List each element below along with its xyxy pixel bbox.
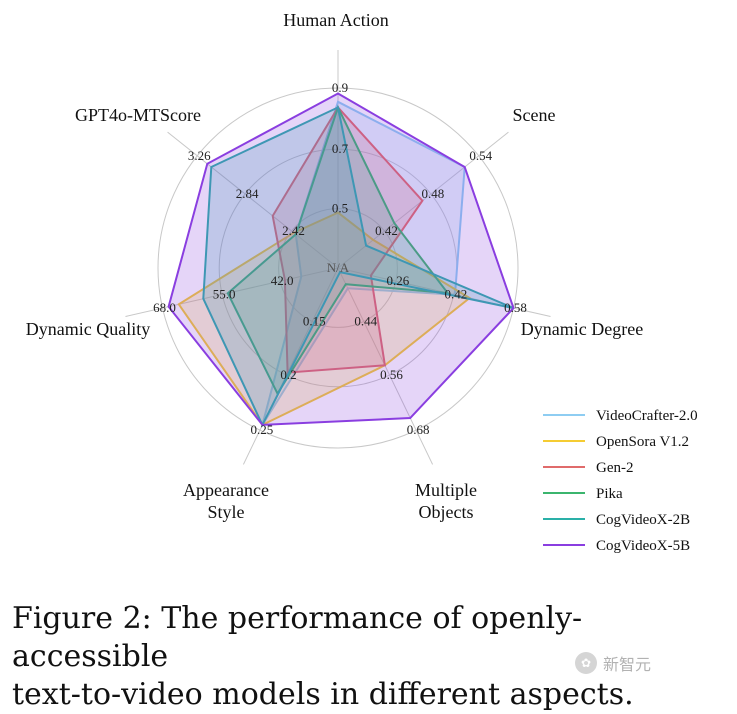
radar-chart: 0.5 0.7 0.9 0.42 0.48 0.54 0.26 0.42 0.58 0.44 0.5…: [26, 10, 698, 554]
tick-label: 2.42: [282, 223, 305, 238]
series-cogvideox-5b: [167, 92, 515, 426]
tick-label: 55.0: [213, 286, 236, 301]
axis-label: Appearance: [183, 480, 269, 500]
tick-label: 0.58: [504, 300, 527, 315]
axis-label: GPT4o-MTScore: [75, 105, 201, 125]
caption-line-2: text-to-video models in different aspect…: [12, 677, 634, 712]
axis-label: Objects: [419, 502, 474, 522]
legend-item: VideoCrafter-2.0: [596, 408, 698, 424]
watermark-text: 新智元: [603, 655, 652, 674]
tick-label: 0.44: [354, 314, 377, 329]
legend-item: CogVideoX-5B: [596, 538, 690, 554]
tick-label: 0.15: [303, 314, 326, 329]
axis-label: Human Action: [283, 10, 389, 30]
series-cogvideox-2b: [202, 105, 514, 428]
tick-label: 0.7: [332, 141, 349, 156]
tick-label: 0.68: [407, 422, 430, 437]
axis-label: Scene: [513, 105, 556, 125]
spoke-6: [167, 131, 339, 269]
axis-label: Dynamic Degree: [521, 319, 643, 339]
wechat-icon: ✿: [575, 652, 597, 674]
tick-label: 0.42: [444, 286, 467, 301]
legend-item: OpenSora V1.2: [596, 434, 689, 450]
series-pika: [226, 104, 450, 396]
spoke-4: [242, 267, 339, 465]
radar-tick-labels: 0.5 0.7 0.9 0.42 0.48 0.54 0.26 0.42 0.58 0.44 0.5…: [153, 80, 527, 437]
tick-label: 0.42: [375, 223, 398, 238]
axis-label: Dynamic Quality: [26, 319, 150, 339]
series-gen-2: [271, 105, 424, 374]
tick-label: 0.48: [422, 186, 445, 201]
tick-label: 0.2: [280, 367, 296, 382]
axis-label: Multiple: [415, 480, 477, 500]
legend-item: Gen-2: [596, 460, 634, 476]
radar-axis-labels: Human Action Scene Dynamic Degree MultipleO…: [26, 10, 643, 522]
center-label: N/A: [327, 260, 350, 275]
tick-label: 0.54: [469, 148, 492, 163]
legend-item: Pika: [596, 486, 623, 502]
tick-label: 2.84: [236, 186, 259, 201]
tick-label: 3.26: [188, 148, 211, 163]
tick-label: 0.25: [251, 422, 274, 437]
tick-label: 0.9: [332, 80, 348, 95]
axis-label: Style: [207, 502, 244, 522]
tick-label: 68.0: [153, 300, 176, 315]
caption-line-1: Figure 2: The performance of openly-acce…: [12, 601, 583, 674]
tick-label: 0.26: [387, 273, 410, 288]
tick-label: 42.0: [271, 273, 294, 288]
tick-label: 0.56: [380, 367, 403, 382]
tick-label: 0.5: [332, 201, 348, 216]
legend-item: CogVideoX-2B: [596, 512, 690, 528]
radar-series-polygons: [167, 92, 515, 428]
chart-legend: VideoCrafter-2.0 OpenSora V1.2 Gen-2 Pika Co…: [543, 408, 698, 554]
watermark: ✿ 新智元: [575, 648, 725, 678]
spoke-5: [125, 267, 339, 317]
